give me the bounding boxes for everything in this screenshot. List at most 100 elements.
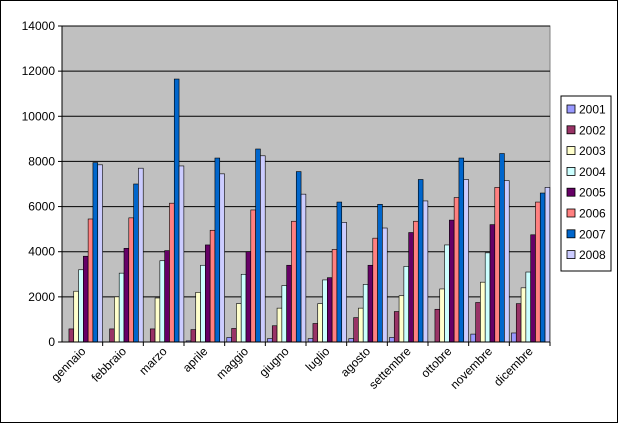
legend-label: 2004 [579, 165, 606, 179]
y-tick-label: 10000 [22, 109, 56, 123]
legend-swatch [566, 229, 576, 239]
bar [195, 292, 201, 343]
bar [417, 179, 424, 343]
legend-swatch [566, 187, 576, 197]
bar [393, 311, 400, 343]
bar [463, 179, 469, 343]
bar [219, 173, 225, 343]
bar [515, 303, 522, 343]
bar [470, 333, 476, 343]
bar [494, 187, 500, 343]
bar [530, 234, 536, 343]
bar [408, 232, 414, 343]
bar [312, 323, 319, 343]
y-tick-label: 4000 [28, 245, 55, 259]
bar [458, 157, 465, 343]
bar [520, 287, 527, 343]
bar [484, 252, 491, 343]
bar [245, 251, 252, 343]
y-tick-label: 2000 [28, 290, 55, 304]
bar [260, 155, 266, 343]
legend-label: 2008 [579, 248, 606, 262]
bar [489, 224, 496, 343]
bar [504, 180, 510, 343]
bar [367, 264, 374, 343]
legend-label: 2006 [579, 207, 606, 221]
bar [422, 200, 429, 343]
bar [231, 328, 237, 343]
bar [169, 202, 175, 343]
bars [68, 78, 551, 343]
bar [336, 201, 343, 343]
bar [331, 249, 338, 343]
legend-label: 2002 [579, 123, 606, 137]
bar [226, 337, 232, 343]
legend-label: 2007 [579, 227, 606, 241]
bar [190, 329, 197, 343]
bar [453, 197, 460, 343]
bar [403, 266, 409, 343]
bar [535, 201, 541, 343]
legend-swatch [566, 146, 576, 156]
legend-box [560, 95, 612, 272]
y-tick-label: 12000 [22, 64, 56, 78]
legend-label: 2001 [579, 103, 606, 117]
bar [439, 288, 445, 343]
bar [68, 328, 75, 343]
legend-swatch [566, 250, 576, 260]
bar [286, 264, 292, 343]
bar [358, 307, 364, 343]
legend-label: 2005 [579, 186, 606, 200]
bar [434, 308, 441, 343]
bar [164, 250, 170, 343]
bar [83, 255, 89, 343]
bar [291, 220, 297, 343]
bar [475, 302, 481, 343]
bar [73, 290, 79, 343]
bar [444, 244, 450, 343]
bar [271, 325, 278, 343]
bar [353, 317, 359, 343]
bar [525, 271, 531, 343]
bar [362, 284, 369, 343]
y-axis-tick-labels: 0 2000 4000 6000 8000 10000 12000 14000 [22, 19, 56, 349]
bar [255, 148, 261, 343]
legend-label: 2003 [579, 144, 606, 158]
bar [97, 164, 103, 343]
bar [322, 279, 328, 343]
bar [317, 303, 323, 343]
legend-swatch [566, 166, 576, 176]
bar [109, 328, 115, 343]
bar [128, 217, 134, 343]
y-tick-label: 0 [48, 335, 55, 349]
bar [178, 165, 185, 343]
axes [58, 25, 551, 346]
legend-swatch [566, 208, 576, 218]
bar [413, 220, 419, 343]
legend-swatch [566, 125, 576, 135]
bar [327, 277, 333, 343]
bar [377, 204, 383, 343]
bar [205, 244, 211, 343]
bar [544, 187, 551, 343]
bar [341, 222, 347, 343]
bar [138, 167, 144, 343]
bar [149, 328, 156, 343]
bar [173, 78, 180, 343]
bar [389, 337, 395, 343]
bar [511, 332, 517, 343]
bar [154, 297, 161, 343]
bar [92, 162, 99, 343]
bar [398, 295, 405, 343]
bar [123, 248, 130, 343]
legend-swatch [566, 104, 576, 114]
bar [449, 219, 455, 343]
bar [236, 303, 242, 343]
bar [209, 229, 216, 343]
legend: 2001 2002 2003 2004 2005 2006 2007 2008 [560, 95, 612, 272]
bar [499, 153, 505, 343]
bar [307, 338, 314, 343]
bar [276, 307, 283, 343]
